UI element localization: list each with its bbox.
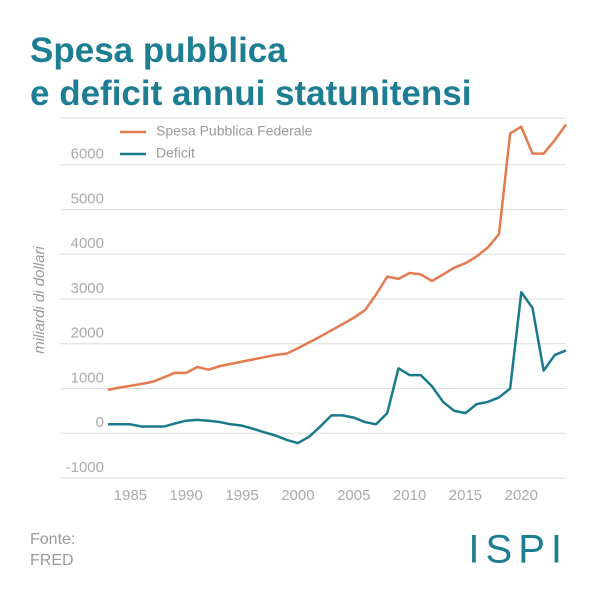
y-tick-label: 4000 xyxy=(71,235,104,252)
x-tick-label: 1995 xyxy=(225,487,258,504)
y-tick-label: 2000 xyxy=(71,325,104,342)
legend-label: Spesa Pubblica Federale xyxy=(156,123,313,139)
y-tick-label: 5000 xyxy=(71,190,104,207)
x-tick-label: 2010 xyxy=(393,487,426,504)
logo: ISPI xyxy=(468,528,568,572)
y-tick-label: 1000 xyxy=(71,369,104,386)
y-tick-label: 0 xyxy=(96,414,104,431)
chart-title: e deficit annui statunitensi xyxy=(30,74,471,113)
y-axis-label: miliardi di dollari xyxy=(31,246,48,354)
x-tick-label: 2000 xyxy=(281,487,314,504)
line xyxy=(108,291,567,445)
y-tick-label: -1000 xyxy=(66,459,104,476)
y-tick-label: 6000 xyxy=(71,146,104,163)
x-tick-label: 1985 xyxy=(114,487,147,504)
x-tick-label: 2005 xyxy=(337,487,370,504)
x-tick-label: 1990 xyxy=(170,487,203,504)
source: FRED xyxy=(30,552,74,569)
source: Fonte: xyxy=(30,531,75,548)
x-tick-label: 2015 xyxy=(449,487,482,504)
line xyxy=(107,123,568,392)
chart-title: Spesa pubblica xyxy=(30,31,287,70)
y-tick-label: 3000 xyxy=(71,280,104,297)
x-tick-label: 2020 xyxy=(505,487,538,504)
legend-label: Deficit xyxy=(156,145,195,161)
